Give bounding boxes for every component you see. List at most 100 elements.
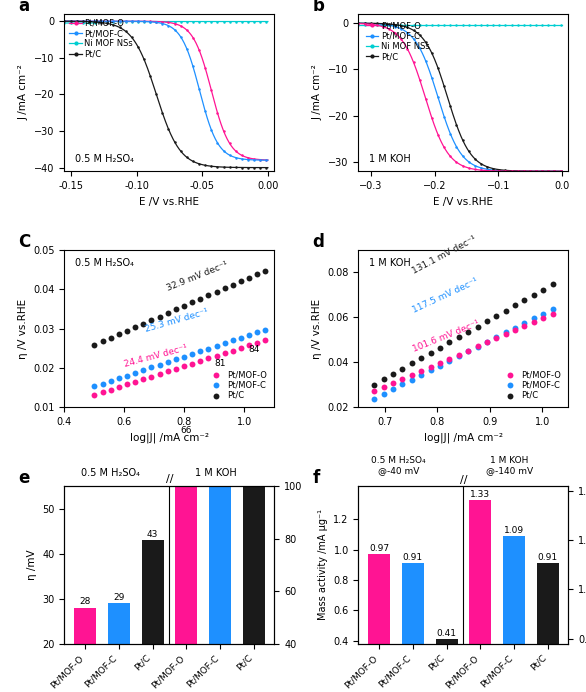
Y-axis label: J /mA cm⁻²: J /mA cm⁻² xyxy=(19,64,29,120)
Point xyxy=(389,369,398,380)
Point xyxy=(114,329,124,340)
Legend: Pt/MOF-O, Pt/MOF-C, Pt/C: Pt/MOF-O, Pt/MOF-C, Pt/C xyxy=(499,367,564,403)
Point xyxy=(473,321,482,332)
Bar xyxy=(74,608,96,692)
Point xyxy=(426,365,435,376)
Point xyxy=(204,353,213,364)
Point xyxy=(212,350,222,361)
Point xyxy=(171,354,180,365)
Bar xyxy=(469,500,491,692)
Point xyxy=(473,341,482,352)
Point xyxy=(114,381,124,392)
Text: 28: 28 xyxy=(79,597,91,606)
Text: 131.1 mV dec⁻¹: 131.1 mV dec⁻¹ xyxy=(411,234,478,275)
Point xyxy=(529,316,539,327)
Point xyxy=(398,379,407,390)
Point xyxy=(106,384,115,395)
Bar xyxy=(108,603,130,692)
Point xyxy=(196,356,205,367)
Point xyxy=(407,370,417,381)
Point xyxy=(510,322,520,334)
Text: 1 M KOH
@-140 mV: 1 M KOH @-140 mV xyxy=(486,456,533,475)
Point xyxy=(492,333,501,344)
Point xyxy=(445,337,454,348)
Point xyxy=(435,357,445,368)
Point xyxy=(398,363,407,374)
Point xyxy=(501,305,510,316)
Point xyxy=(163,356,172,367)
Point xyxy=(510,300,520,311)
Text: C: C xyxy=(18,233,30,251)
Point xyxy=(155,311,164,322)
Point xyxy=(473,341,482,352)
Point xyxy=(212,340,222,352)
Text: 0.91: 0.91 xyxy=(538,553,558,562)
Point xyxy=(389,378,398,389)
Text: 32.9 mV dec⁻¹: 32.9 mV dec⁻¹ xyxy=(165,260,229,293)
Y-axis label: η /V vs.RHE: η /V vs.RHE xyxy=(312,299,322,358)
Point xyxy=(90,381,99,392)
Point xyxy=(122,379,132,390)
Point xyxy=(454,331,464,343)
Point xyxy=(520,318,529,329)
Point xyxy=(510,325,520,336)
Point xyxy=(220,283,230,294)
Point xyxy=(179,351,189,362)
Point xyxy=(244,329,254,340)
Point xyxy=(114,373,124,384)
Text: 0.41: 0.41 xyxy=(437,629,456,638)
Point xyxy=(492,331,501,343)
Point xyxy=(171,363,180,374)
Point xyxy=(179,300,189,311)
Text: 1 M KOH: 1 M KOH xyxy=(369,154,411,164)
Bar xyxy=(503,536,525,692)
Bar xyxy=(435,639,458,692)
Point xyxy=(464,346,473,357)
Point xyxy=(212,286,222,298)
Text: b: b xyxy=(312,0,324,15)
Text: 84: 84 xyxy=(248,345,260,354)
Point xyxy=(171,304,180,315)
Point xyxy=(196,346,205,357)
Point xyxy=(236,276,246,287)
Point xyxy=(90,390,99,401)
Point xyxy=(90,339,99,350)
X-axis label: log|J| /mA cm⁻²: log|J| /mA cm⁻² xyxy=(130,432,209,443)
Point xyxy=(146,314,156,325)
Text: f: f xyxy=(312,469,319,487)
Text: 1 M KOH: 1 M KOH xyxy=(195,468,237,478)
Point xyxy=(204,343,213,354)
Point xyxy=(454,351,464,362)
Point xyxy=(146,371,156,382)
Point xyxy=(445,355,454,366)
X-axis label: E /V vs.RHE: E /V vs.RHE xyxy=(434,197,493,206)
Point xyxy=(370,386,379,397)
Point xyxy=(155,359,164,370)
Point xyxy=(122,370,132,381)
Y-axis label: J /mA cm⁻²: J /mA cm⁻² xyxy=(313,64,323,120)
Point xyxy=(379,382,389,393)
Point xyxy=(501,327,510,338)
Point xyxy=(139,318,148,329)
X-axis label: log|J| /mA cm⁻²: log|J| /mA cm⁻² xyxy=(424,432,503,443)
Point xyxy=(435,360,445,371)
Bar xyxy=(175,437,197,692)
Point xyxy=(98,336,107,347)
Point xyxy=(370,379,379,390)
Text: 66: 66 xyxy=(180,426,192,435)
Point xyxy=(253,268,262,280)
Point xyxy=(426,347,435,358)
Point xyxy=(253,327,262,338)
Text: 0.97: 0.97 xyxy=(369,544,389,553)
Point xyxy=(539,308,548,319)
Text: 117.5 mV dec⁻¹: 117.5 mV dec⁻¹ xyxy=(411,277,479,315)
Point xyxy=(548,279,557,290)
Point xyxy=(529,289,539,300)
Text: 0.91: 0.91 xyxy=(403,553,423,562)
Point xyxy=(379,388,389,399)
Legend: Pt/MOF-O, Pt/MOF-C, Ni MOF NSs, Pt/C: Pt/MOF-O, Pt/MOF-C, Ni MOF NSs, Pt/C xyxy=(69,18,134,60)
Text: 101.6 mV dec⁻¹: 101.6 mV dec⁻¹ xyxy=(411,319,481,354)
Text: //: // xyxy=(459,475,467,485)
Legend: Pt/MOF-O, Pt/MOF-C, Ni MOF NSs, Pt/C: Pt/MOF-O, Pt/MOF-C, Ni MOF NSs, Pt/C xyxy=(363,18,433,64)
Text: e: e xyxy=(18,469,30,487)
